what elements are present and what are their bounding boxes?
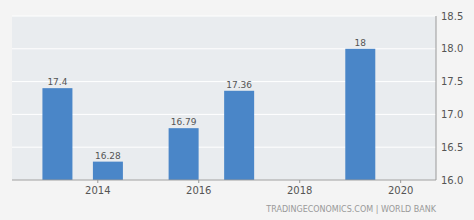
y-tick-label: 18.5	[441, 11, 463, 22]
data-label: 16.79	[171, 117, 197, 127]
data-label: 17.36	[226, 80, 252, 90]
y-tick-label: 17.0	[441, 109, 463, 120]
bar	[42, 88, 72, 180]
watermark: TRADINGECONOMICS.COM | WORLD BANK	[265, 205, 436, 214]
bar	[169, 128, 199, 180]
data-label: 16.28	[95, 151, 121, 161]
y-axis-line	[436, 16, 437, 180]
bar	[345, 49, 375, 180]
x-tick	[198, 180, 199, 183]
x-tick	[299, 180, 300, 183]
y-tick-label: 17.5	[441, 76, 463, 87]
x-tick-label: 2016	[186, 185, 211, 196]
x-tick	[400, 180, 401, 183]
grid-line	[12, 180, 436, 181]
y-tick-label: 16.0	[441, 175, 463, 186]
grid-line	[12, 16, 436, 17]
bar	[224, 91, 254, 180]
x-tick-label: 2014	[85, 185, 110, 196]
x-tick-label: 2020	[388, 185, 413, 196]
y-tick-label: 18.0	[441, 43, 463, 54]
x-tick-label: 2018	[287, 185, 312, 196]
chart: 16.0 16.5 17.0 17.5 18.0 18.5 17.4 16.28 16.79 17…	[0, 0, 474, 220]
x-axis-line	[12, 180, 436, 181]
bar	[93, 162, 123, 180]
x-tick	[97, 180, 98, 183]
data-label: 18	[355, 38, 367, 48]
data-label: 17.4	[47, 77, 67, 87]
y-tick-label: 16.5	[441, 142, 463, 153]
bars	[42, 49, 375, 180]
